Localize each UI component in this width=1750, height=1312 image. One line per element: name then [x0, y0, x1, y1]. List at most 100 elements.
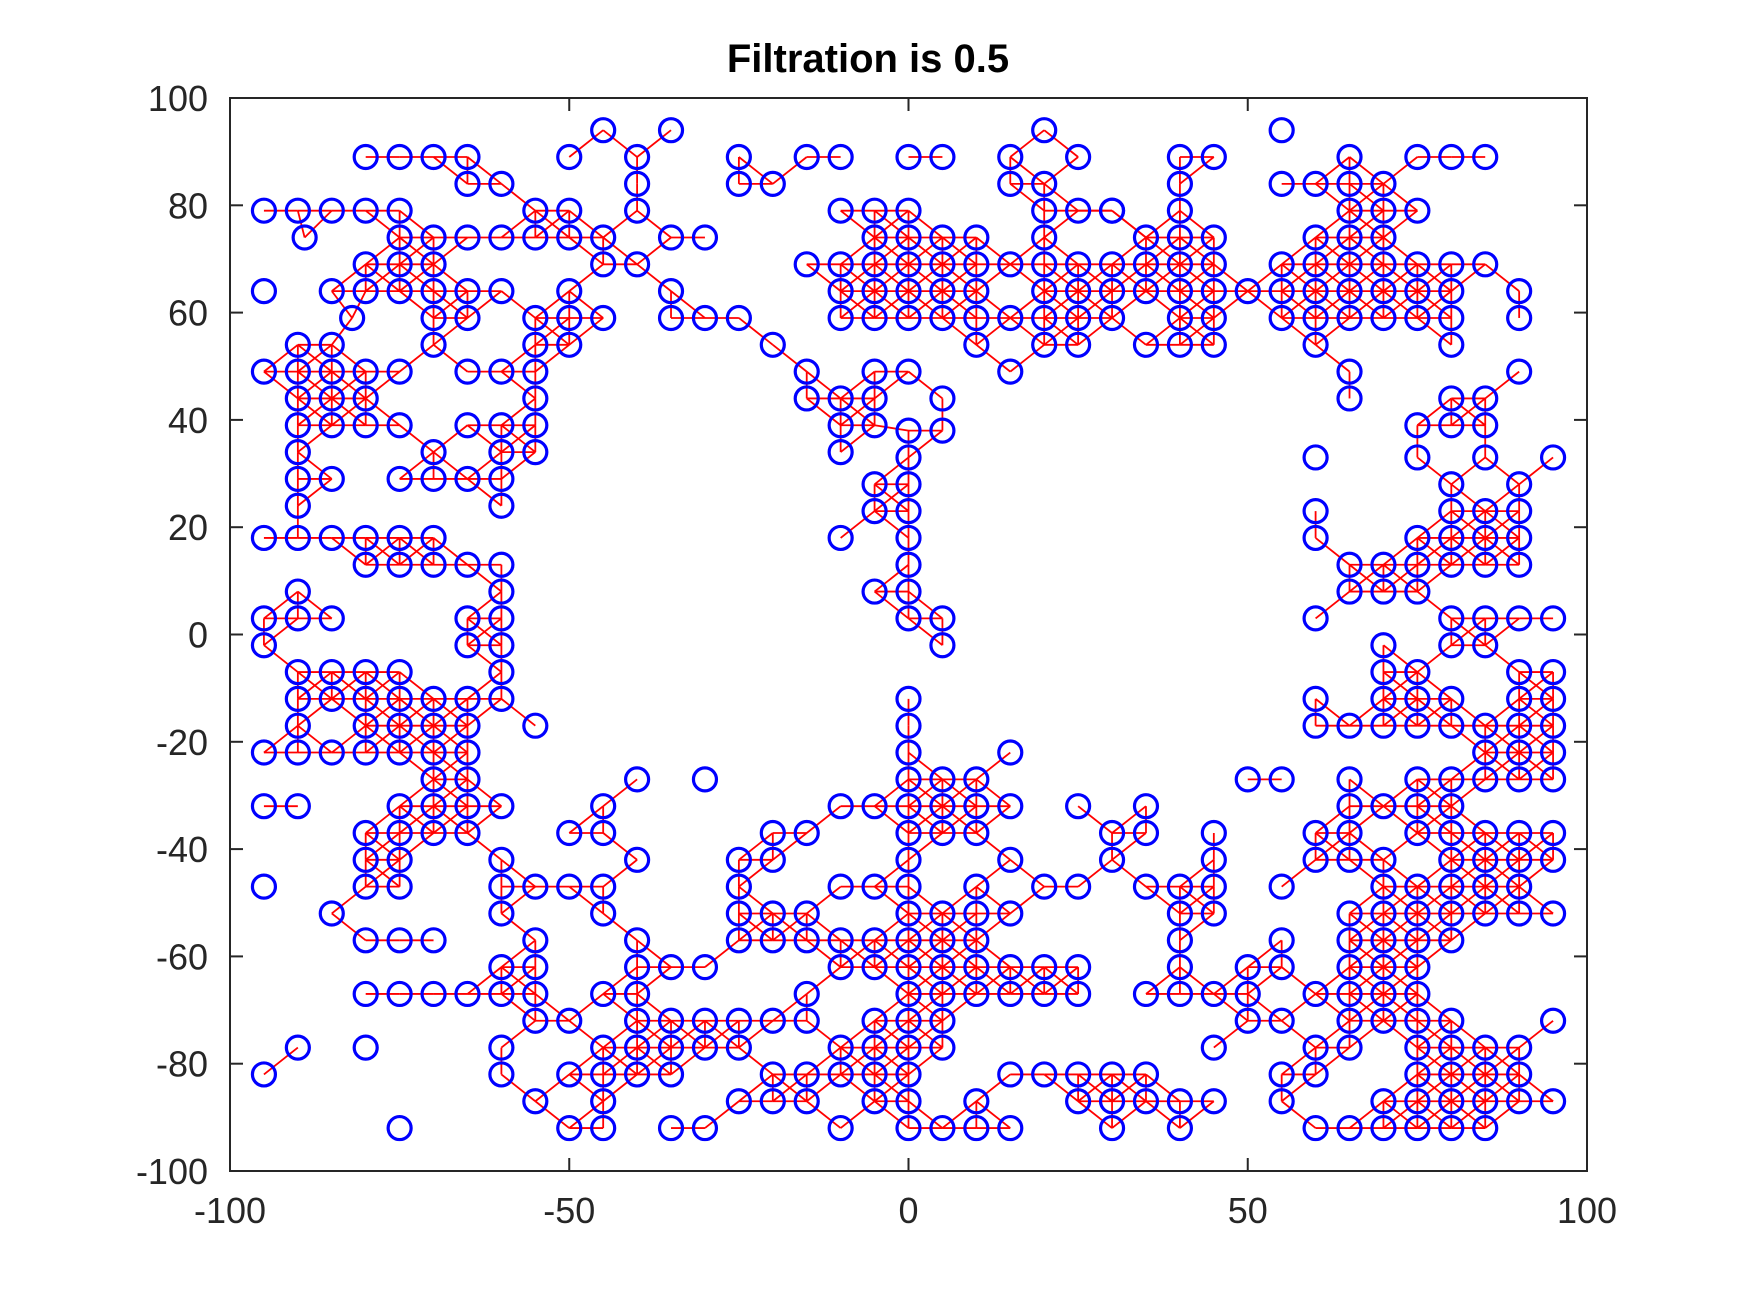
edge-line	[466, 778, 502, 807]
data-point	[1539, 1088, 1567, 1115]
data-point	[1302, 278, 1329, 305]
edge-line	[1382, 236, 1418, 266]
edge-line	[568, 1100, 604, 1129]
edge-line	[602, 966, 638, 995]
data-point	[1404, 658, 1431, 686]
data-point	[284, 412, 311, 439]
data-point	[1404, 873, 1431, 900]
data-point	[1336, 846, 1363, 873]
data-point	[1506, 846, 1533, 873]
edge-line	[365, 805, 401, 834]
data-point	[1268, 766, 1295, 793]
edge-line	[1009, 290, 1045, 319]
data-point	[1506, 873, 1533, 900]
data-point	[895, 712, 922, 739]
data-point	[420, 304, 447, 332]
edge-line	[1009, 183, 1045, 212]
edge-line	[1450, 537, 1486, 566]
data-point	[895, 444, 922, 471]
edge-line	[806, 885, 842, 915]
data-point	[827, 1114, 854, 1142]
data-point	[793, 980, 820, 1008]
data-point	[725, 1007, 752, 1034]
edge-line	[941, 912, 977, 942]
data-point	[861, 1088, 888, 1115]
edge-line	[1484, 510, 1520, 539]
data-point	[386, 465, 413, 493]
edge-line	[1145, 290, 1181, 319]
edge-line	[263, 617, 299, 646]
edge-line	[941, 939, 977, 968]
edge-line	[1484, 644, 1520, 673]
edge-line	[1179, 885, 1215, 915]
edge-line	[331, 885, 367, 915]
edge-line	[1416, 698, 1452, 727]
data-point	[963, 251, 990, 278]
data-point	[623, 927, 651, 954]
data-point	[725, 846, 752, 873]
edge-line	[941, 993, 977, 1022]
edge-line	[1009, 859, 1045, 888]
edge-line	[1450, 832, 1486, 861]
data-point	[1268, 954, 1295, 981]
data-point	[827, 954, 854, 981]
data-point	[1166, 900, 1194, 927]
data-point	[1370, 900, 1397, 927]
edge-line	[1179, 263, 1215, 292]
edge-line	[1348, 1020, 1385, 1049]
data-point	[827, 1034, 854, 1061]
data-point	[1234, 980, 1261, 1008]
edge-line	[399, 344, 435, 373]
edge-line	[534, 1100, 570, 1129]
edge-line	[331, 537, 367, 566]
data-point	[556, 197, 583, 224]
edge-line	[1484, 698, 1520, 727]
edge-line	[1009, 129, 1045, 158]
data-point	[1031, 1061, 1058, 1088]
data-point	[250, 793, 278, 820]
edge-line	[500, 859, 536, 888]
data-point	[657, 1061, 685, 1088]
edge-line	[1043, 129, 1079, 158]
data-point	[1539, 444, 1567, 471]
edge-line	[806, 263, 842, 292]
edge-line	[941, 317, 977, 346]
data-point	[250, 278, 278, 305]
data-point	[929, 251, 956, 278]
data-point	[1438, 605, 1465, 632]
edge-line	[500, 939, 536, 968]
edge-line	[602, 1046, 638, 1076]
data-point	[318, 412, 345, 439]
data-point	[454, 766, 481, 793]
data-point	[1472, 1034, 1499, 1061]
edge-line	[1382, 966, 1418, 995]
edge-line	[500, 290, 536, 319]
data-point	[386, 224, 413, 251]
edge-line	[602, 859, 638, 888]
edge-line	[1043, 966, 1079, 995]
data-point	[895, 417, 922, 444]
data-point	[318, 739, 345, 766]
data-point	[1268, 1088, 1295, 1115]
data-point	[1031, 331, 1058, 358]
data-point	[1065, 197, 1092, 224]
data-point	[556, 224, 583, 251]
data-point	[895, 793, 922, 820]
edge-line	[399, 424, 435, 453]
edge-line	[432, 344, 469, 373]
data-point	[1098, 1114, 1126, 1142]
data-point	[861, 251, 888, 278]
data-point	[1472, 385, 1499, 412]
edge-line	[466, 290, 502, 319]
edge-line	[1281, 859, 1317, 888]
edge-line	[297, 724, 333, 754]
data-point	[454, 170, 481, 197]
data-point	[793, 927, 820, 954]
edge-line	[670, 290, 706, 319]
edge-line	[432, 424, 469, 453]
data-point	[895, 685, 922, 712]
data-point	[725, 143, 752, 171]
data-point	[725, 927, 752, 954]
data-point	[386, 739, 413, 766]
data-point	[1472, 143, 1499, 171]
